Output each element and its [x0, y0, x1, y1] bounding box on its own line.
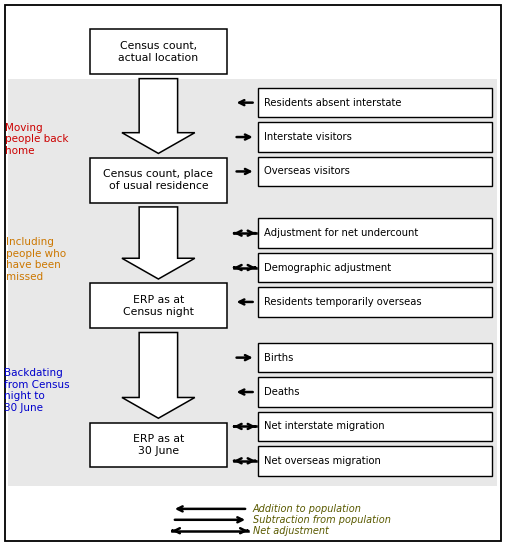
Text: Backdating
from Census
night to
30 June: Backdating from Census night to 30 June	[4, 368, 69, 413]
Text: Adjustment for net undercount: Adjustment for net undercount	[264, 228, 418, 238]
Text: Net overseas migration: Net overseas migration	[264, 456, 380, 466]
Bar	[258, 253, 491, 282]
Text: Census count, place
of usual residence: Census count, place of usual residence	[103, 169, 213, 191]
Text: Including
people who
have been
missed: Including people who have been missed	[7, 237, 66, 282]
Bar	[258, 377, 491, 407]
Bar	[8, 336, 496, 486]
Text: Interstate visitors: Interstate visitors	[264, 132, 351, 142]
Text: ERP as at
Census night: ERP as at Census night	[123, 295, 193, 317]
Text: Demographic adjustment: Demographic adjustment	[264, 263, 390, 272]
Polygon shape	[122, 333, 194, 418]
Bar	[258, 343, 491, 372]
Bar	[90, 283, 226, 328]
Bar	[258, 157, 491, 186]
Bar	[258, 287, 491, 317]
Bar	[258, 446, 491, 476]
Text: Subtraction from population: Subtraction from population	[252, 515, 390, 525]
Bar	[90, 29, 226, 74]
Text: Overseas visitors: Overseas visitors	[264, 167, 349, 176]
Text: Births: Births	[264, 353, 293, 363]
Bar	[8, 207, 496, 336]
Text: ERP as at
30 June: ERP as at 30 June	[132, 434, 184, 456]
Text: Addition to population: Addition to population	[252, 504, 361, 514]
Text: Census count,
actual location: Census count, actual location	[118, 41, 198, 63]
Text: Moving
people back
home: Moving people back home	[5, 123, 68, 156]
Bar	[258, 122, 491, 152]
Text: Net adjustment: Net adjustment	[252, 526, 328, 536]
Bar	[258, 88, 491, 117]
Text: Net interstate migration: Net interstate migration	[264, 422, 384, 431]
Polygon shape	[122, 207, 194, 279]
Bar	[8, 79, 496, 207]
Text: Residents absent interstate: Residents absent interstate	[264, 98, 401, 108]
Bar	[258, 412, 491, 441]
Bar	[90, 423, 226, 467]
Bar	[90, 158, 226, 203]
Text: Deaths: Deaths	[264, 387, 299, 397]
Polygon shape	[122, 79, 194, 153]
Bar	[258, 218, 491, 248]
Text: Residents temporarily overseas: Residents temporarily overseas	[264, 297, 421, 307]
